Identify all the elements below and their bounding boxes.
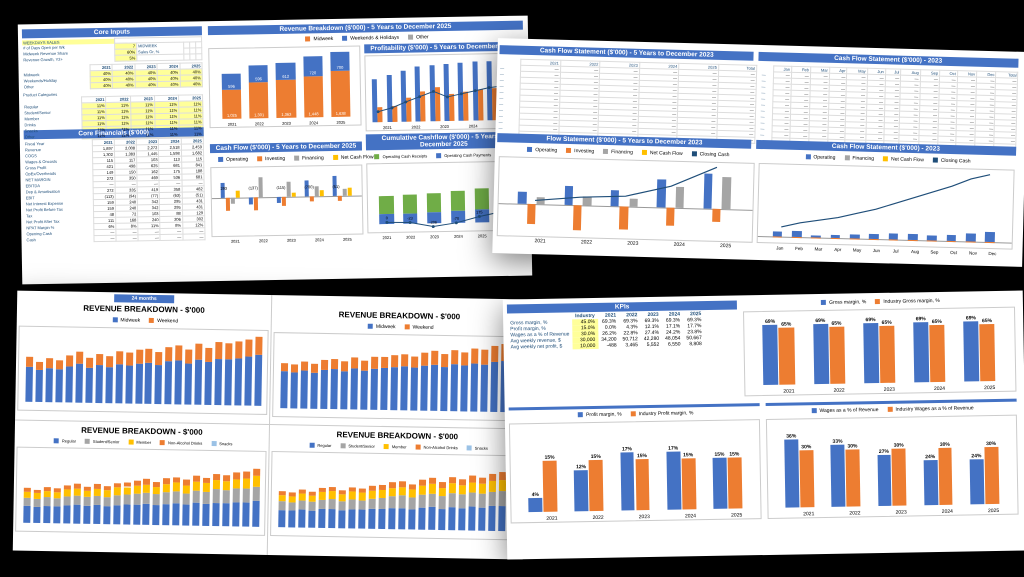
cashflow-chart: 2932021(137)2022(115)2023(700)2024(51)20… [210, 164, 363, 237]
revenue-chart-tr [272, 332, 524, 421]
profit-margin-chart: 4%15%202112%15%202217%15%202317%15%20241… [509, 419, 762, 523]
kpi-sheet: KPIs Industry20212022202320242025Gross m… [503, 290, 1024, 559]
revenue-breakdown-sheet: 24 months REVENUE BREAKDOWN - $'000 Midw… [13, 291, 527, 560]
gross-margin-chart: 69%65%202169%65%202269%65%202369%65%2024… [743, 307, 1016, 397]
core-inputs-panel: Core Inputs WEEKDAYS SALES# of Days Open… [22, 25, 206, 243]
core-financials-table: Fiscal Year20212022202320242025Revenue1,… [24, 137, 206, 243]
revenue-chart-br [270, 451, 522, 540]
cashflow-legend: OperatingInvestingFinancingNet Cash Flow [210, 152, 362, 165]
revenue-chart-tl [17, 326, 268, 415]
dashboard-sheet-1: Core Inputs WEEKDAYS SALES# of Days Open… [18, 16, 532, 285]
revenue-chart-bl [15, 447, 266, 536]
wages-chart: 36%30%202133%30%202227%30%202324%30%2024… [766, 415, 1019, 519]
kpi-table: Industry20212022202320242025Gross margin… [507, 311, 705, 350]
flow-5yr-chart: 20212022202320242025 [497, 156, 755, 243]
title-profitability: Profitability ($'000) - 5 Years to Decem… [365, 42, 520, 54]
title-cashflow: Cash Flow ($'000) - 5 Years to December … [210, 141, 362, 153]
revenue-chart: 1,02559620211,30159620221,36361220231,44… [208, 45, 361, 128]
flow-2023-chart: JanFebMarAprMayJunJulAugSepOctNovDec [756, 163, 1014, 250]
cashflow-sheet: Cash Flow Statement ($'000) - 5 Years to… [492, 38, 1024, 267]
